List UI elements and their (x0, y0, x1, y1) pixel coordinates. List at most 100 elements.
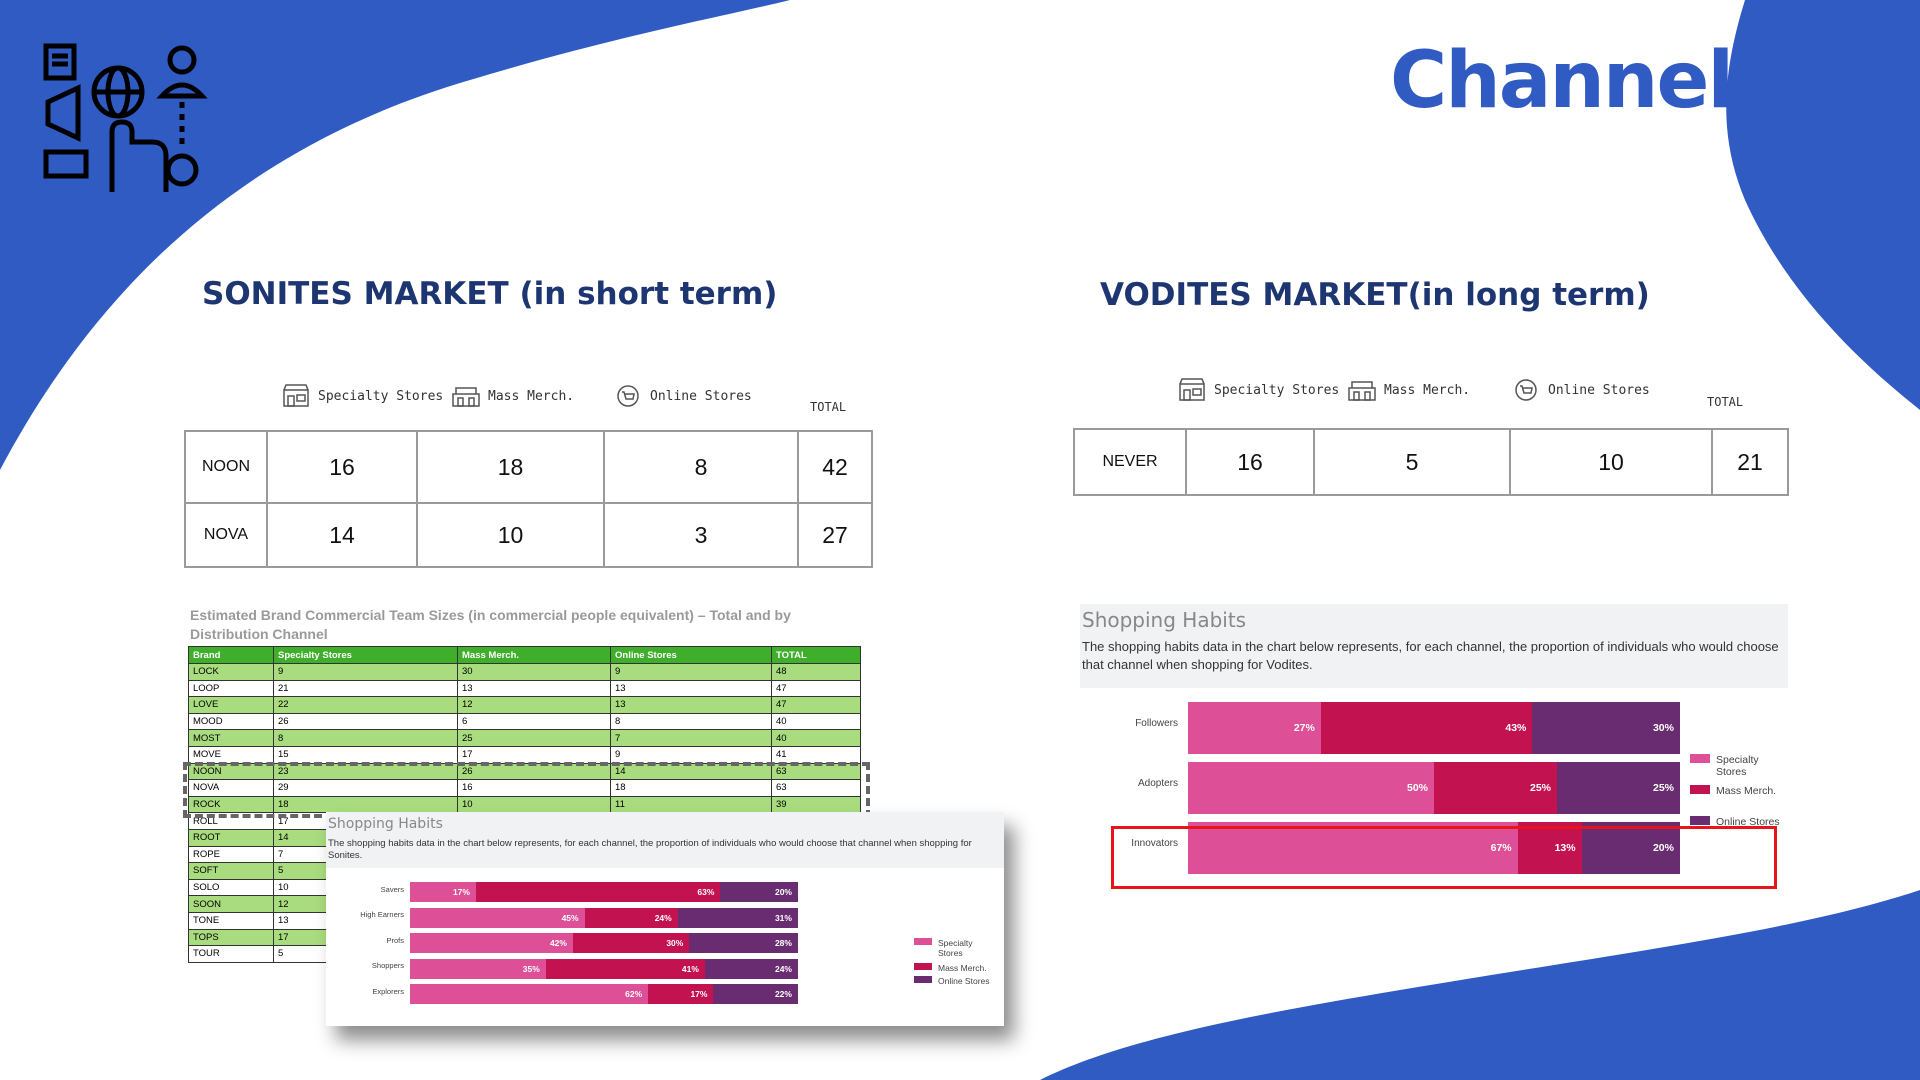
bar-row: 62% 17% 22% (410, 984, 798, 1005)
bar-segment: 24% (584, 907, 678, 928)
value-cell: 63 (771, 779, 861, 797)
table-row: NEVER 16 5 10 21 (1073, 428, 1789, 496)
value-cell: 40 (771, 729, 861, 747)
highlight-dashed-box (183, 762, 870, 818)
bar-segment: 24% (704, 958, 798, 979)
bar-segment: 62% (410, 984, 649, 1005)
value-cell: 47 (771, 679, 861, 698)
bar-row: 42% 30% 28% (410, 933, 798, 954)
value-cell: 8 (610, 712, 772, 731)
page-title: Channel (1390, 36, 1734, 126)
vodites-col-specialty: Specialty Stores (1178, 378, 1339, 402)
warehouse-icon (452, 387, 480, 407)
bar-row: 35% 41% 24% (410, 958, 798, 979)
legend-specialty: Specialty Stores (1690, 754, 1780, 778)
row-name: NEVER (1073, 428, 1187, 496)
bar-segment: 25% (1557, 762, 1680, 814)
category-label: Profs (386, 935, 404, 945)
value-cell: 21 (273, 679, 458, 698)
bar-row: 17% 63% 20% (410, 882, 798, 902)
table-row: NOON 23 26 14 63 (188, 762, 861, 781)
value-cell: 16 (457, 779, 611, 797)
panel-title: Shopping Habits (1082, 608, 1247, 632)
col-mass: Mass Merch. (457, 646, 611, 664)
table-row: MOST 8 25 7 40 (188, 729, 861, 747)
cart-icon (617, 385, 639, 407)
sonites-col-mass: Mass Merch. (452, 384, 574, 408)
table-header-row: Brand Specialty Stores Mass Merch. Onlin… (188, 646, 861, 664)
cart-icon (1515, 379, 1537, 401)
panel-description: The shopping habits data in the chart be… (328, 838, 972, 861)
value-cell: 40 (771, 712, 861, 731)
cell: 10 (1509, 428, 1713, 496)
vodites-table: NEVER 16 5 10 21 (1073, 428, 1789, 496)
table-row: MOVE 15 17 9 41 (188, 745, 861, 764)
sonites-title: SONITES MARKET (in short term) (202, 276, 778, 312)
legend-swatch (1690, 754, 1710, 763)
value-cell: 17 (457, 745, 611, 764)
brand-cell: NOVA (188, 779, 274, 797)
category-label: Followers (1135, 718, 1178, 729)
value-cell: 63 (771, 762, 861, 781)
value-cell: 22 (273, 696, 458, 714)
brand-cell: MOVE (188, 745, 274, 764)
sonites-table: NOON 16 18 8 42 NOVA 14 10 3 27 (184, 430, 873, 568)
value-cell: 13 (610, 679, 772, 698)
vodites-col-total: TOTAL (1707, 395, 1744, 409)
brand-cell: TOPS (188, 928, 274, 947)
category-label: High Earners (360, 910, 404, 920)
bar-row: 50% 25% 25% (1188, 762, 1680, 814)
value-cell: 9 (273, 663, 458, 681)
bar-segment: 67% (1188, 822, 1518, 874)
vodites-col-mass: Mass Merch. (1348, 378, 1470, 402)
sonites-col-total: TOTAL (810, 400, 847, 414)
bar-segment: 31% (677, 907, 798, 928)
legend-mass: Mass Merch. (1690, 785, 1780, 797)
vodites-habits-panel: Shopping Habits The shopping habits data… (1080, 604, 1788, 901)
sonites-col-online: Online Stores (614, 384, 752, 408)
brand-cell: SOLO (188, 878, 274, 897)
sonites-habits-panel: Shopping Habits The shopping habits data… (326, 812, 1004, 1026)
legend-online: Online Stores (1690, 816, 1780, 828)
legend-swatch (914, 938, 932, 945)
col-specialty: Specialty Stores (273, 646, 458, 664)
brand-cell: TOUR (188, 945, 274, 963)
panel-description: The shopping habits data in the chart be… (1082, 639, 1779, 672)
value-cell: 13 (457, 679, 611, 698)
bar-segment: 45% (410, 907, 585, 928)
value-cell: 26 (457, 762, 611, 781)
bar-segment: 22% (713, 984, 798, 1005)
col-online: Online Stores (610, 646, 772, 664)
category-label: Shoppers (371, 961, 404, 971)
table-row: LOOP 21 13 13 47 (188, 679, 861, 698)
brand-cell: ROPE (188, 845, 274, 864)
legend-swatch (1690, 816, 1710, 825)
cell: 16 (1185, 428, 1315, 496)
value-cell: 8 (273, 729, 458, 747)
bar-segment: 63% (475, 882, 721, 902)
bar-segment: 27% (1188, 702, 1321, 754)
cell: 8 (603, 430, 799, 504)
value-cell: 13 (610, 696, 772, 714)
bar-segment: 25% (1434, 762, 1557, 814)
brand-cell: LOCK (188, 663, 274, 681)
sonites-col-specialty: Specialty Stores (282, 384, 443, 408)
table-row: NOON 16 18 8 42 (184, 430, 873, 504)
bar-row: 45% 24% 31% (410, 907, 798, 928)
bar-segment: 20% (1581, 822, 1680, 874)
category-label: Savers (380, 884, 404, 894)
category-label: Innovators (1131, 838, 1178, 849)
table-row: LOCK 9 30 9 48 (188, 663, 861, 681)
value-cell: 48 (771, 663, 861, 681)
legend-specialty: Specialty Stores (914, 938, 994, 958)
cell: 3 (603, 502, 799, 568)
cell: 14 (266, 502, 418, 568)
innovators-highlight-box (1111, 826, 1777, 889)
value-cell: 39 (771, 795, 861, 814)
chart-area: Followers 27% 43% 30% Adopters 50% 25% 25% Innov… (1080, 688, 1788, 901)
bar-segment: 42% (410, 933, 573, 954)
brand-cell: ROOT (188, 828, 274, 847)
table-row: LOVE 22 12 13 47 (188, 696, 861, 714)
brand-cell: ROCK (188, 795, 274, 814)
row-name: NOON (184, 430, 268, 504)
